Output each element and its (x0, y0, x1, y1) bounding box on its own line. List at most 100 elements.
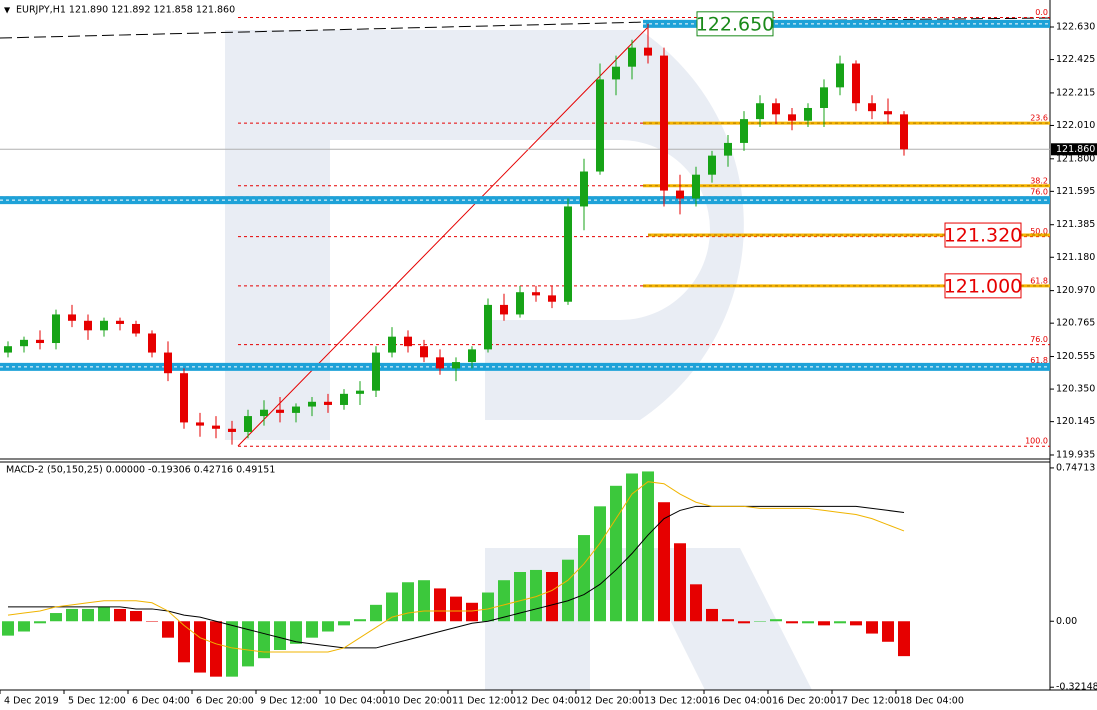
histogram-bar (50, 613, 62, 622)
candle-body (372, 352, 380, 391)
histogram-bar (258, 621, 270, 659)
price-label-box (944, 222, 1022, 248)
histogram-bar (626, 473, 638, 622)
histogram-bar (530, 569, 542, 622)
y-tick-label: 120.970 (1056, 285, 1095, 296)
histogram-bar (226, 621, 238, 677)
candle-body (148, 333, 156, 353)
x-tick-label: 13 Dec 12:00 (644, 696, 708, 707)
histogram-bar (322, 621, 334, 632)
candle-body (404, 336, 412, 347)
histogram-bar (786, 621, 798, 624)
candle-body (564, 206, 572, 302)
macd-line (8, 505, 905, 649)
candle-body (500, 304, 508, 315)
histogram-bar (546, 571, 558, 622)
histogram-bar (2, 621, 14, 636)
histogram-bar (290, 621, 302, 644)
x-tick-label: 12 Dec 20:00 (580, 696, 644, 707)
histogram-bar (578, 535, 590, 622)
x-tick-label: 16 Dec 04:00 (708, 696, 772, 707)
current-price-box (1051, 143, 1097, 156)
candle-body (164, 352, 172, 374)
candle-body (388, 336, 396, 353)
candle-body (276, 409, 284, 413)
candle-body (868, 103, 876, 112)
collapse-icon: ▼ (4, 6, 11, 15)
candle-body (196, 422, 204, 426)
candle-body (68, 314, 76, 321)
fibo-label: 0.0 (1035, 8, 1048, 17)
price-label-box (944, 273, 1022, 299)
candle-body (772, 103, 780, 115)
histogram-bar (466, 602, 478, 622)
histogram-bar (274, 621, 286, 650)
histogram-bar (162, 621, 174, 638)
candle-body (452, 362, 460, 369)
candle-body (324, 401, 332, 405)
y-tick-label: 121.385 (1056, 219, 1095, 230)
candle-body (132, 323, 140, 334)
histogram-bar (210, 621, 222, 677)
candle-body (340, 393, 348, 405)
y-tick-label: -0.32148 (1056, 682, 1097, 693)
candle-body (260, 409, 268, 417)
candle-body (308, 401, 316, 407)
histogram-bar (850, 621, 862, 626)
y-tick-label: 120.350 (1056, 384, 1095, 395)
y-tick-label: 121.595 (1056, 186, 1095, 197)
candle-body (724, 142, 732, 156)
histogram-bar (738, 621, 750, 624)
macd-line (7, 481, 905, 653)
histogram-bar (98, 606, 110, 622)
histogram-bar (722, 619, 734, 622)
candle-body (468, 349, 476, 363)
histogram-bar (34, 621, 46, 624)
price-label: 121.320 (944, 225, 1023, 247)
candle-body (836, 63, 844, 88)
candle-body (436, 357, 444, 369)
fibo-label: 38.2 (1030, 176, 1048, 185)
candle-body (180, 373, 188, 423)
fibo-label: 61.8 (1030, 356, 1048, 365)
fibo-label: 100.0 (1025, 437, 1048, 446)
candle-body (20, 339, 28, 347)
candle-body (852, 63, 860, 104)
price-label-box (696, 11, 774, 37)
candle-body (116, 320, 124, 324)
y-tick-label: 121.180 (1056, 252, 1095, 263)
candle-body (788, 114, 796, 121)
histogram-bar (194, 621, 206, 673)
candle-body (644, 47, 652, 56)
histogram-bar (706, 608, 718, 622)
y-tick-label: 122.425 (1056, 54, 1095, 65)
candle-body (212, 425, 220, 429)
candle-body (100, 320, 108, 331)
x-tick-label: 6 Dec 20:00 (196, 696, 254, 707)
histogram-bar (514, 571, 526, 622)
histogram-bar (674, 543, 686, 622)
histogram-bar (562, 559, 574, 622)
x-tick-label: 6 Dec 04:00 (132, 696, 190, 707)
candle-body (580, 171, 588, 207)
y-tick-label: 121.800 (1056, 153, 1095, 164)
histogram-bar (338, 621, 350, 626)
macd-title: MACD-2 (50,150,25) 0.00000 -0.19306 0.42… (6, 465, 275, 476)
histogram-bar (834, 621, 846, 624)
candle-body (676, 190, 684, 199)
histogram-bar (450, 596, 462, 622)
x-tick-label: 11 Dec 12:00 (452, 696, 516, 707)
y-tick-label: 119.935 (1056, 449, 1095, 460)
histogram-bar (690, 584, 702, 622)
y-tick-label: 122.215 (1056, 87, 1095, 98)
y-tick-label: 120.765 (1056, 318, 1095, 329)
candle-body (740, 119, 748, 143)
histogram-bar (770, 619, 782, 622)
histogram-bar (354, 619, 366, 622)
histogram-bar (242, 621, 254, 667)
fibo-label: 23.6 (1030, 114, 1048, 123)
candle-body (548, 295, 556, 302)
candle-body (804, 107, 812, 121)
candle-body (692, 174, 700, 199)
histogram-bar (610, 485, 622, 622)
